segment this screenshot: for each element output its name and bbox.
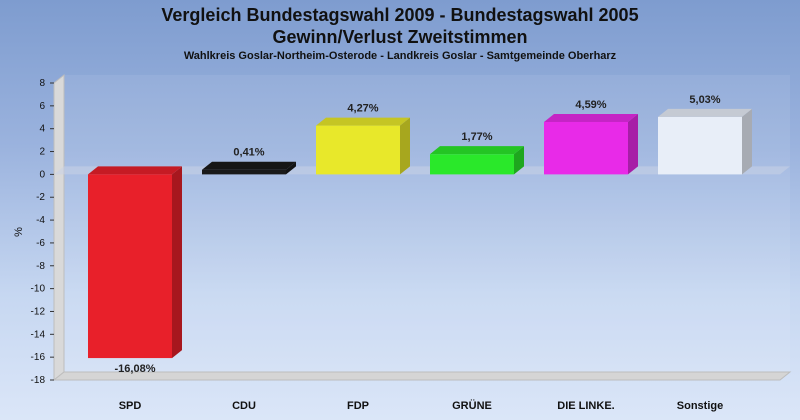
bar — [316, 125, 400, 175]
bar-top — [316, 117, 410, 126]
category-label: CDU — [232, 400, 256, 412]
y-tick-label: 4 — [39, 124, 45, 135]
floor — [52, 371, 792, 381]
category-label: DIE LINKE. — [557, 400, 614, 412]
left-wall — [53, 73, 65, 382]
y-tick-label: 8 — [39, 78, 45, 89]
y-tick-label: -2 — [36, 192, 45, 203]
bar-side — [286, 161, 296, 175]
bar-top — [88, 166, 182, 175]
category-label: GRÜNE — [452, 399, 492, 412]
value-label: 4,59% — [575, 99, 606, 111]
bar-side — [628, 113, 638, 175]
y-tick-label: 6 — [39, 101, 45, 112]
value-label: 4,27% — [347, 103, 378, 115]
bar — [544, 121, 628, 175]
bar-top — [658, 108, 752, 117]
y-tick-label: -14 — [31, 329, 46, 340]
y-tick-label: -8 — [36, 261, 45, 272]
bar-side — [400, 117, 410, 175]
y-tick-label: -16 — [31, 352, 46, 363]
category-label: Sonstige — [677, 400, 723, 412]
bar-side — [742, 108, 752, 175]
bar-top — [544, 113, 638, 122]
bar-top — [430, 146, 524, 155]
value-label: 0,41% — [233, 147, 264, 159]
bar — [430, 154, 514, 175]
category-label: SPD — [119, 400, 142, 412]
value-label: -16,08% — [115, 363, 156, 375]
chart-title-line2: Gewinn/Verlust Zweitstimmen — [272, 27, 528, 47]
y-tick-label: -10 — [31, 284, 46, 295]
bar — [202, 169, 286, 175]
y-tick-label: -6 — [36, 238, 45, 249]
title-block: Vergleich Bundestagswahl 2009 - Bundesta… — [0, 4, 800, 62]
value-label: 5,03% — [689, 94, 720, 106]
bar-side — [514, 146, 524, 175]
bar-side — [172, 166, 182, 359]
chart-title-line1: Vergleich Bundestagswahl 2009 - Bundesta… — [161, 5, 639, 25]
chart-subtitle: Wahlkreis Goslar-Northeim-Osterode - Lan… — [183, 50, 617, 62]
value-label: 1,77% — [461, 131, 492, 143]
y-tick-label: 0 — [39, 169, 45, 180]
y-tick-label: -4 — [36, 215, 45, 226]
y-tick-label: -18 — [31, 375, 46, 386]
bar — [658, 116, 742, 175]
bar — [88, 174, 172, 359]
category-label: FDP — [347, 400, 369, 412]
y-tick-label: -12 — [31, 306, 46, 317]
bar-top — [202, 161, 296, 170]
y-tick-label: 2 — [39, 147, 45, 158]
y-axis-label: % — [13, 227, 25, 237]
